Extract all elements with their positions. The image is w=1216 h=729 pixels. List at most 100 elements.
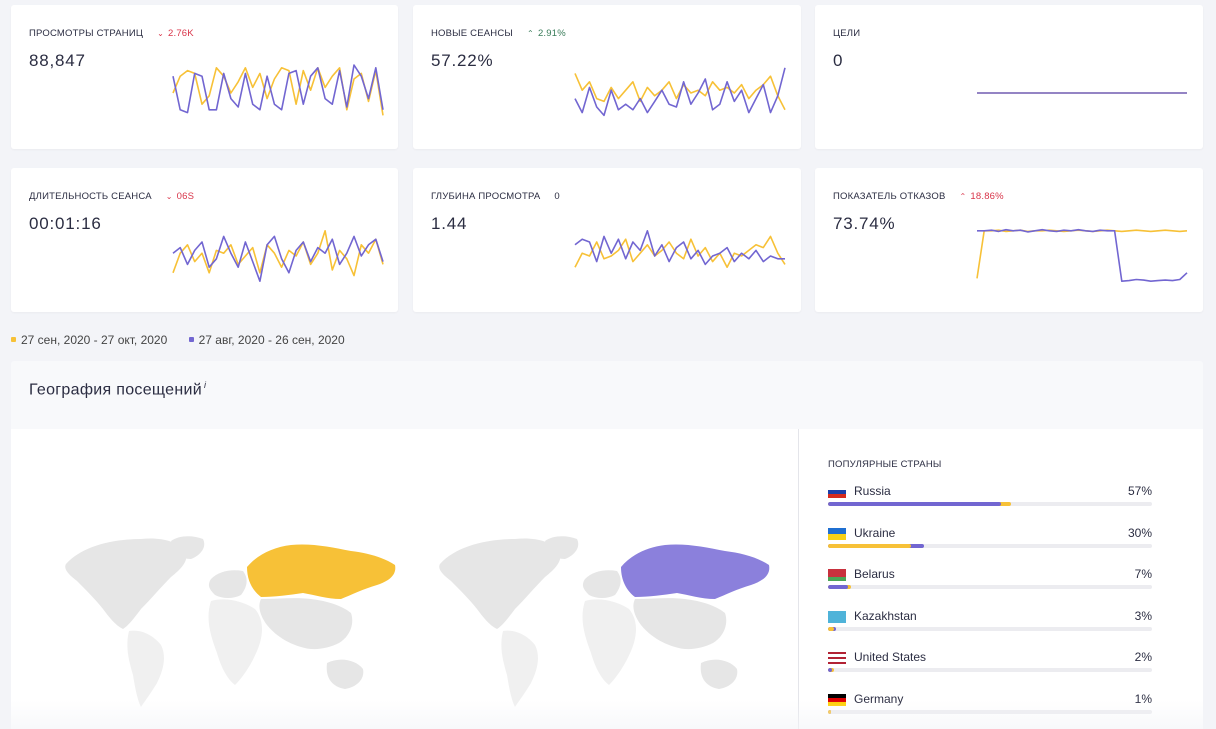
country-row[interactable]: Germany 1% <box>828 692 1152 729</box>
map-africa <box>582 599 636 685</box>
popular-countries: ПОПУЛЯРНЫЕ СТРАНЫ Russia 57% Ukraine 30% Bel… <box>828 459 1152 729</box>
metric-value: 1.44 <box>431 214 468 233</box>
map-russia <box>247 544 396 599</box>
country-name: Ukraine <box>854 525 896 540</box>
metric-value: 57.22% <box>431 51 494 70</box>
country-percent: 3% <box>1134 608 1152 623</box>
country-bar <box>828 668 1152 672</box>
legend-dot-icon <box>11 337 16 342</box>
info-icon[interactable]: i <box>204 380 207 390</box>
metric-value: 00:01:16 <box>29 214 102 233</box>
metric-delta: ⌃ 2.91% <box>527 28 566 39</box>
map-asia <box>259 598 353 650</box>
metric-value: 0 <box>833 51 844 70</box>
map-north-america <box>439 538 561 629</box>
sparkline-current <box>172 230 384 277</box>
country-name: Kazakhstan <box>854 608 917 623</box>
map-asia <box>633 598 727 650</box>
world-maps <box>65 536 770 707</box>
flag-icon <box>828 610 846 623</box>
sparkline-previous <box>574 67 786 117</box>
metric-title: ПРОСМОТРЫ СТРАНИЦ ⌄ 2.76K <box>29 28 194 39</box>
map-australia <box>700 659 738 689</box>
geo-section-body <box>11 429 1203 729</box>
flag-icon <box>828 527 846 540</box>
bar-previous <box>828 585 849 589</box>
metric-card-new-sessions[interactable]: НОВЫЕ СЕАНСЫ ⌃ 2.91% 57.22% <box>413 5 801 149</box>
metric-card-session-duration[interactable]: ДЛИТЕЛЬНОСТЬ СЕАНСА ⌄ 06s 00:01:16 <box>11 168 398 312</box>
country-percent: 1% <box>1134 691 1152 706</box>
sparkline-chart <box>172 230 384 283</box>
metric-card-pageviews[interactable]: ПРОСМОТРЫ СТРАНИЦ ⌄ 2.76K 88,847 <box>11 5 398 149</box>
flag-icon <box>828 693 846 706</box>
country-row[interactable]: Russia 57% <box>828 484 1152 526</box>
map-australia <box>326 659 364 689</box>
period-legend: 27 сен, 2020 - 27 окт, 2020 27 авг, 2020… <box>11 331 363 347</box>
country-percent: 57% <box>1127 484 1152 498</box>
metric-card-goals[interactable]: ЦЕЛИ 0 <box>815 5 1203 149</box>
metric-delta: 0 <box>554 191 560 202</box>
bar-current <box>828 709 831 714</box>
chevron-up-icon: ⌃ <box>959 192 967 201</box>
country-name: Russia <box>854 484 891 498</box>
sparkline-chart <box>574 230 786 269</box>
sparkline-chart <box>172 64 384 116</box>
bar-previous <box>828 668 832 672</box>
sparkline-previous <box>172 64 384 114</box>
chevron-down-icon: ⌄ <box>165 192 173 201</box>
country-bar <box>828 709 1152 714</box>
country-row[interactable]: Belarus 7% <box>828 567 1152 609</box>
map-europe <box>208 570 247 598</box>
country-bar <box>828 502 1152 506</box>
metric-title: ЦЕЛИ <box>833 28 861 39</box>
country-name: United States <box>854 650 927 664</box>
country-name: Germany <box>854 691 904 706</box>
section-title: География посещений i <box>29 380 207 399</box>
legend-item-current[interactable]: 27 сен, 2020 - 27 окт, 2020 <box>11 333 167 347</box>
sparkline-chart <box>574 67 786 117</box>
country-percent: 30% <box>1127 525 1152 540</box>
metric-delta: ⌄ 2.76K <box>157 28 194 39</box>
sparkline-previous <box>574 230 785 266</box>
legend-item-previous[interactable]: 27 авг, 2020 - 26 сен, 2020 <box>188 333 345 347</box>
metric-card-bounce-rate[interactable]: ПОКАЗАТЕЛЬ ОТКАЗОВ ⌃ 18.86% 73.74% <box>815 168 1203 312</box>
country-row[interactable]: Ukraine 30% <box>828 526 1152 568</box>
map-north-america <box>65 538 187 629</box>
legend-dot-icon <box>188 337 194 342</box>
map-greenland <box>171 536 205 559</box>
map-south-america <box>501 630 538 707</box>
sparkline-current <box>574 235 786 269</box>
country-bar <box>828 626 1152 631</box>
country-name: Belarus <box>854 567 895 581</box>
map-europe <box>582 570 621 598</box>
sparkline-current <box>976 229 1188 279</box>
metric-title: НОВЫЕ СЕАНСЫ ⌃ 2.91% <box>431 28 566 39</box>
map-greenland <box>545 536 579 559</box>
country-bar <box>828 585 1152 589</box>
metric-delta: ⌃ 18.86% <box>959 191 1004 202</box>
country-row[interactable]: Kazakhstan 3% <box>828 609 1152 651</box>
flag-icon <box>828 486 846 498</box>
metric-title: ГЛУБИНА ПРОСМОТРА 0 <box>431 191 560 202</box>
bar-current <box>828 626 835 631</box>
world-map-previous[interactable] <box>439 536 770 707</box>
bar-previous <box>828 502 1002 506</box>
world-map-current[interactable] <box>65 536 396 707</box>
sparkline-previous <box>172 235 384 283</box>
country-percent: 7% <box>1134 567 1152 581</box>
country-percent: 2% <box>1134 650 1152 664</box>
country-row[interactable]: United States 2% <box>828 650 1152 692</box>
geo-section-header: География посещений i <box>11 361 1203 429</box>
map-south-america <box>127 630 164 707</box>
flag-icon <box>828 652 846 664</box>
metric-title: ДЛИТЕЛЬНОСТЬ СЕАНСА ⌄ 06s <box>29 191 195 202</box>
sparkline-chart <box>976 228 1188 283</box>
metric-delta: ⌄ 06s <box>165 191 195 202</box>
flag-icon <box>828 569 846 581</box>
sparkline-previous <box>977 228 1188 283</box>
metric-card-page-depth[interactable]: ГЛУБИНА ПРОСМОТРА 0 1.44 <box>413 168 801 312</box>
country-bar <box>828 543 1152 548</box>
country-list: Russia 57% Ukraine 30% Belarus 7% Kazakhstan 3%… <box>828 484 1152 729</box>
map-africa <box>208 599 262 685</box>
metric-title: ПОКАЗАТЕЛЬ ОТКАЗОВ ⌃ 18.86% <box>833 191 1004 202</box>
